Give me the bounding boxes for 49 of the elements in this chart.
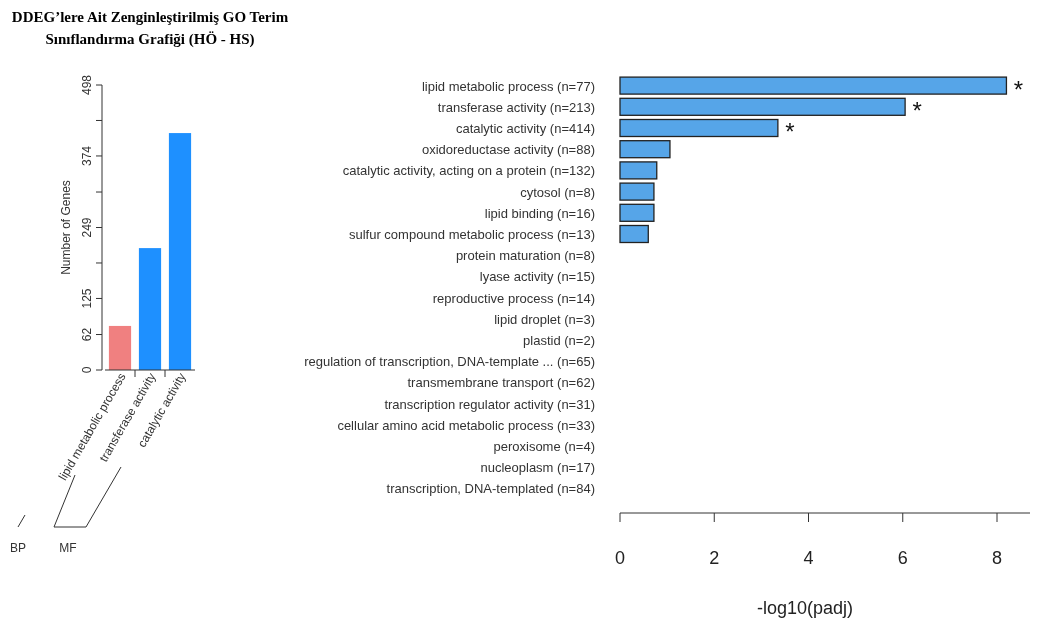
bar bbox=[619, 118, 779, 138]
x-tick-label: 2 bbox=[709, 548, 720, 568]
chart-title: DDEG’lere Ait Zenginleştirilmiş GO Terim Sınıflandırma Grafiği (HÖ - HS) bbox=[11, 9, 289, 48]
annotation: * bbox=[1013, 75, 1024, 103]
bar bbox=[619, 76, 1008, 95]
y-tick-label: nucleoplasm (n=17) bbox=[480, 460, 595, 476]
y-tick-label: protein maturation (n=8) bbox=[455, 248, 595, 264]
y-tick-label: transmembrane transport (n=62) bbox=[407, 375, 595, 391]
bar bbox=[138, 248, 162, 370]
y-tick-label: lipid droplet (n=3) bbox=[494, 311, 595, 327]
y-axis-title: Number of Genes bbox=[59, 180, 73, 275]
y-tick-label: 498 bbox=[80, 74, 94, 96]
y-tick-label: catalytic activity, acting on a protein (n=132) bbox=[342, 163, 595, 179]
y-tick-label: regulation of transcription, DNA-template ... (n=65) bbox=[304, 354, 595, 370]
bar bbox=[619, 203, 655, 222]
x-tick-label: 0 bbox=[614, 548, 626, 568]
y-tick-label: 125 bbox=[80, 288, 94, 309]
y-tick-label: reproductive process (n=14) bbox=[432, 290, 595, 306]
bar bbox=[619, 182, 655, 201]
y-tick-label: oxidoreductase activity (n=88) bbox=[421, 142, 595, 158]
bar bbox=[168, 133, 192, 370]
y-tick-label: 249 bbox=[80, 217, 94, 238]
annotation: * bbox=[912, 96, 922, 124]
x-tick-label: 6 bbox=[897, 548, 908, 568]
y-tick-label: lyase activity (n=15) bbox=[479, 269, 595, 285]
y-tick-label: 62 bbox=[80, 327, 94, 342]
bar bbox=[619, 224, 649, 244]
bar bbox=[619, 97, 906, 116]
y-tick-label: catalytic activity (n=414) bbox=[455, 121, 595, 136]
y-tick-label: transcription, DNA-templated (n=84) bbox=[386, 481, 595, 497]
text: MF bbox=[59, 541, 77, 555]
bar bbox=[619, 161, 658, 180]
y-tick-label: peroxisome (n=4) bbox=[493, 439, 595, 454]
x-tick-label: 4 bbox=[803, 548, 814, 568]
bar bbox=[108, 325, 132, 370]
x-tick-label: 8 bbox=[992, 548, 1003, 568]
y-tick-label: transcription regulator activity (n=31) bbox=[384, 396, 595, 412]
annotation: * bbox=[785, 118, 795, 145]
y-tick-label: sulfur compound metabolic process (n=13) bbox=[348, 227, 595, 242]
y-tick-label: transferase activity (n=213) bbox=[437, 99, 595, 115]
y-tick-label: lipid metabolic process (n=77) bbox=[421, 78, 595, 94]
y-tick-label: cytosol (n=8) bbox=[520, 184, 595, 200]
bar bbox=[619, 140, 671, 159]
y-tick-label: 374 bbox=[80, 145, 94, 166]
y-tick-label: cellular amino acid metabolic process (n=33) bbox=[337, 417, 595, 433]
x-axis-title: -log10(padj) bbox=[756, 598, 854, 618]
y-tick-label: lipid binding (n=16) bbox=[484, 205, 595, 221]
y-tick-label: plastid (n=2) bbox=[523, 333, 595, 348]
text: BP bbox=[9, 541, 27, 555]
